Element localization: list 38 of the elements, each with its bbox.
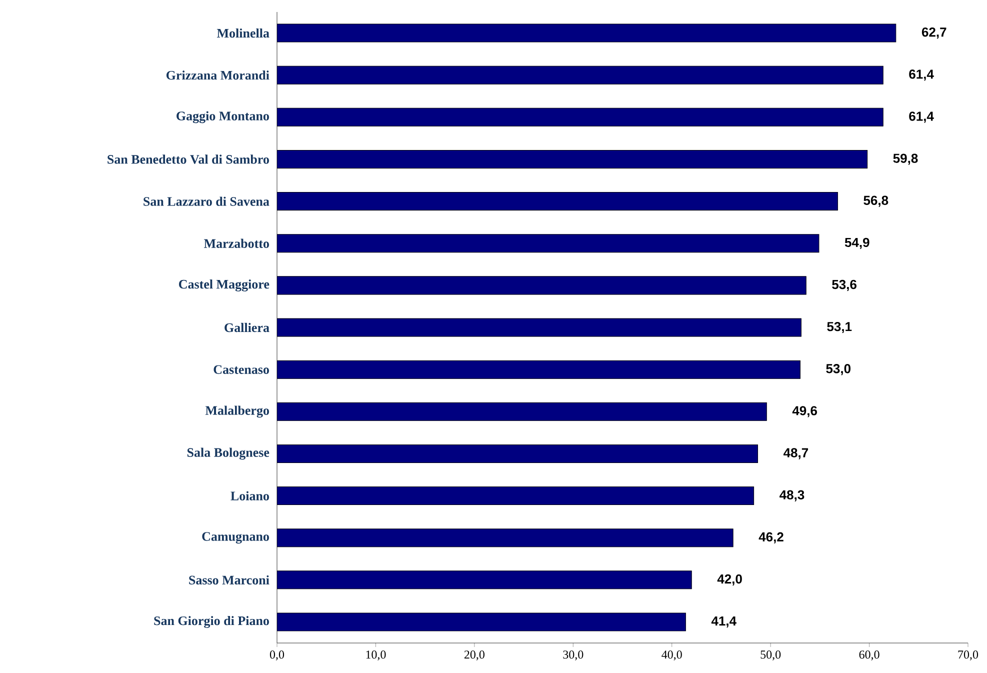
x-tick-label: 10,0 — [366, 650, 386, 660]
x-tick-label: 40,0 — [662, 650, 682, 660]
data-label: 62,7 — [922, 27, 946, 39]
data-label: 56,8 — [864, 196, 888, 207]
y-tick-label: Grizzana Morandi — [166, 70, 270, 80]
data-label: 41,4 — [711, 616, 736, 628]
data-label: 61,4 — [909, 70, 934, 81]
y-tick-label: Molinella — [216, 28, 270, 38]
data-label: 49,6 — [792, 406, 817, 418]
y-tick-label: Galliera — [224, 322, 270, 332]
data-label: 61,4 — [909, 112, 934, 123]
data-label: 46,2 — [758, 532, 784, 544]
data-label: 48,3 — [780, 490, 804, 502]
x-tick-label: 0,0 — [270, 650, 284, 660]
y-tick-label: Castenaso — [214, 365, 269, 374]
y-tick-label: Sasso Marconi — [189, 575, 270, 584]
y-tick-label: San Lazzaro di Savena — [144, 196, 270, 206]
data-label: 42,0 — [717, 574, 742, 586]
y-tick-label: Marzabotto — [204, 238, 269, 248]
data-label: 54,9 — [844, 238, 870, 249]
y-tick-label: Gaggio Montano — [176, 111, 269, 124]
y-tick-label: Camugnano — [202, 532, 269, 544]
data-label: 59,8 — [893, 154, 918, 165]
y-tick-label: San Benedetto Val di Sambro — [108, 154, 269, 164]
y-tick-label: San Giorgio di Piano — [154, 616, 269, 628]
x-tick-label: 70,0 — [958, 650, 978, 660]
x-tick-label: 50,0 — [760, 650, 781, 660]
y-tick-label: Malalbergo — [205, 406, 269, 418]
data-label: 53,0 — [826, 364, 850, 376]
data-label: 53,1 — [827, 322, 852, 334]
x-tick-label: 30,0 — [563, 650, 584, 660]
x-tick-label: 20,0 — [464, 650, 484, 660]
y-tick-label: Castel Maggiore — [179, 279, 270, 292]
x-tick-label: 60,0 — [859, 650, 880, 660]
y-tick-label: Sala Bolognese — [187, 448, 270, 460]
y-tick-label: Loiano — [230, 491, 269, 500]
data-label: 48,7 — [783, 448, 808, 460]
data-label: 53,6 — [832, 280, 856, 291]
